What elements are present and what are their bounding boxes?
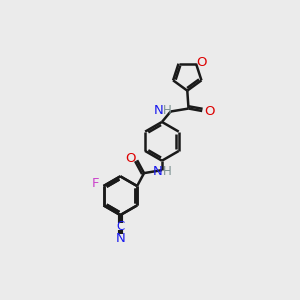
- Text: N: N: [153, 165, 163, 178]
- Text: O: O: [125, 152, 135, 166]
- Text: C: C: [116, 220, 124, 233]
- Text: H: H: [163, 165, 172, 178]
- Text: N: N: [116, 232, 125, 245]
- Text: F: F: [92, 177, 99, 190]
- Text: N: N: [153, 104, 163, 117]
- Text: O: O: [196, 56, 207, 69]
- Text: O: O: [204, 104, 214, 118]
- Text: H: H: [163, 104, 171, 117]
